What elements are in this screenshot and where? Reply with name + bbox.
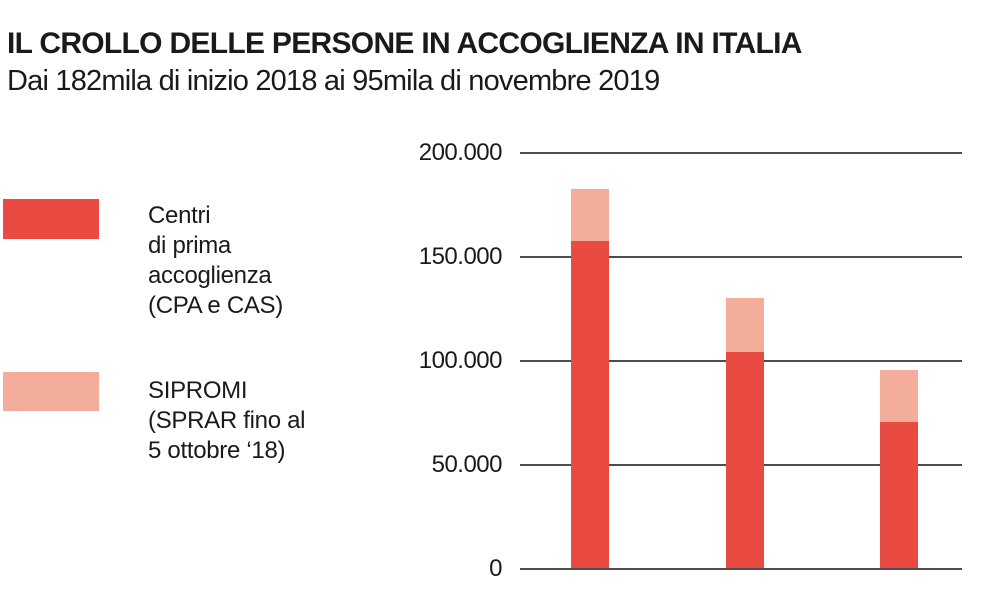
legend-label-line: accoglienza [148,262,272,289]
legend-label-line: Centri [148,202,211,229]
y-axis-tick-label: 150.000 [418,243,503,270]
legend-label-line: 5 ottobre ‘18) [148,437,286,464]
bar-1 [571,189,609,568]
plot-area: 0 50.000 100.000 150.000 200.000 [419,139,962,582]
legend-label-cpa-cas: Centri di prima accoglienza (CPA e CAS) [148,201,283,321]
bar-segment-sipromi [880,370,918,422]
bar-3 [880,370,918,568]
y-axis-tick-label: 100.000 [418,347,503,374]
legend-label-sipromi: SIPROMI (SPRAR fino al 5 ottobre ‘18) [148,376,306,466]
y-axis-tick-label: 200.000 [418,139,503,166]
legend: Centri di prima accoglienza (CPA e CAS) … [0,0,380,602]
bar-2 [725,298,764,568]
legend-label-line: (CPA e CAS) [148,292,283,319]
y-axis-tick-label: 50.000 [431,451,503,478]
bar-segment-cpa-cas [725,352,764,568]
y-axis-tick-label: 0 [489,555,502,582]
chart-title: IL CROLLO DELLE PERSONE IN ACCOGLIENZA I… [7,27,802,60]
gridline [520,152,962,154]
bar-segment-cpa-cas [571,241,609,568]
gridline [520,256,962,258]
legend-label-line: (SPRAR fino al [148,407,306,434]
gridline [520,568,962,570]
chart-subtitle: Dai 182mila di inizio 2018 ai 95mila di … [7,65,660,97]
bar-segment-sipromi [725,298,764,352]
legend-label-line: di prima [148,232,231,259]
legend-swatch-cpa-cas [3,199,99,239]
bar-segment-cpa-cas [880,422,918,568]
bar-segment-sipromi [571,189,609,241]
legend-swatch-sipromi [3,372,99,411]
legend-label-line: SIPROMI [148,377,248,404]
